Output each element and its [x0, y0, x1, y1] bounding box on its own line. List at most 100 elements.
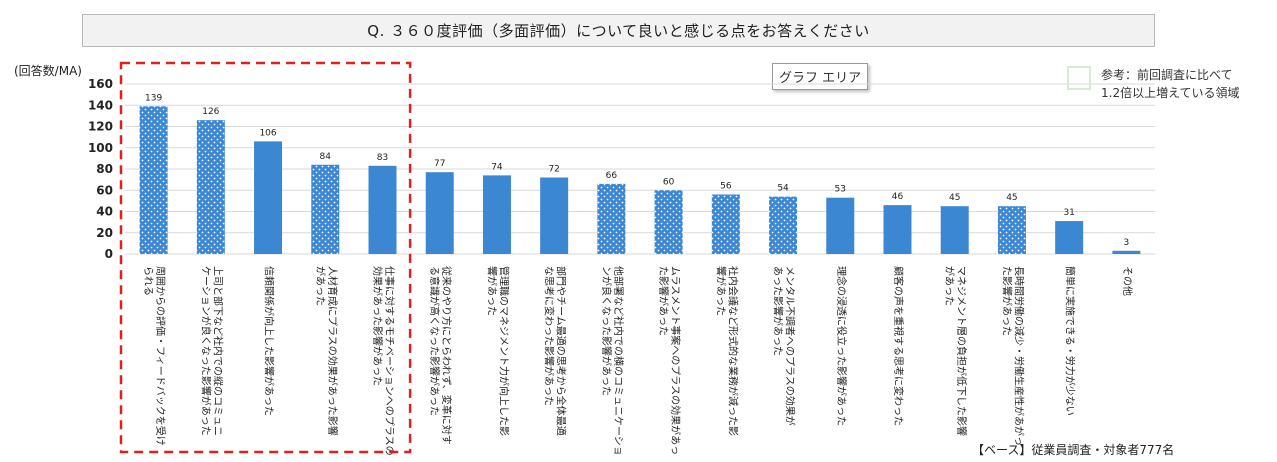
value-label-13: 53: [835, 185, 846, 195]
y-tick-label-160: 160: [88, 77, 113, 91]
legend: 参考：前回調査に比べて 1.2倍以上増えている領域: [1067, 66, 1240, 102]
bar-15: [940, 206, 969, 254]
category-label-15-line-1: マネジメント層の負担が低下した影響: [955, 266, 968, 436]
value-label-14: 46: [892, 192, 904, 202]
value-label-4: 84: [320, 152, 332, 162]
y-axis-unit-label: (回答数/MA): [14, 64, 82, 78]
bar-18: [1112, 250, 1141, 254]
category-label-2-line-1: 上司と部下など社内での縦のコミュニ: [211, 266, 224, 436]
category-label-9-line-1: 他部署など社内での横のコミュニケーショ: [612, 266, 625, 456]
category-label-14-line-1: 顧客の声を重視する思考に変わった: [892, 266, 905, 426]
category-label-1-line-1: 周囲からの評価・フィードバックを受け: [154, 266, 167, 446]
bar-17: [1055, 221, 1084, 254]
value-label-18: 3: [1124, 238, 1130, 248]
category-label-1-line-2: られる: [142, 266, 154, 296]
bar-3: [254, 141, 283, 254]
value-label-17: 31: [1063, 208, 1074, 218]
bar-7: [482, 175, 511, 254]
category-label-8-line-1: 部門やチーム最適の思考から全体最適: [555, 266, 568, 436]
value-label-3: 106: [259, 128, 276, 138]
y-tick-label-100: 100: [88, 141, 113, 155]
value-label-7: 74: [491, 162, 503, 172]
value-label-12: 54: [777, 184, 789, 194]
category-label-13-line-1: 理念の浸透に役立った影響があった: [835, 266, 848, 426]
category-label-12-line-2: あった影響があった: [772, 266, 785, 356]
graph-area-badge[interactable]: グラフ エリア: [772, 63, 869, 90]
category-label-4-line-1: 人材育成にプラスの効果があった影響: [326, 266, 339, 436]
y-tick-label-40: 40: [96, 205, 113, 219]
category-label-10-line-1: ムラスメント事案へのプラスの効果があっ: [669, 266, 682, 455]
bar-6: [425, 172, 454, 254]
category-label-5-line-1: 仕事に対するモチベーションへのプラスの: [383, 266, 396, 456]
category-label-4-line-2: があった: [314, 266, 327, 306]
value-label-1: 139: [145, 93, 162, 103]
category-label-6-line-2: る意識が高くなった影響があった: [428, 266, 441, 416]
value-label-9: 66: [606, 171, 618, 181]
value-label-6: 77: [434, 159, 445, 169]
category-label-15-line-2: があった: [943, 266, 956, 306]
category-label-3-line-1: 信頼関係が向上した影響があった: [263, 266, 276, 416]
category-label-5-line-2: 効果があった影響があった: [371, 266, 384, 386]
category-label-3: 信頼関係が向上した影響があった: [263, 266, 276, 416]
y-tick-label-0: 0: [105, 247, 113, 261]
value-label-16: 45: [1006, 193, 1017, 203]
bar-5: [368, 165, 397, 254]
legend-text-line2: 1.2倍以上増えている領域: [1101, 86, 1240, 100]
bar-13: [826, 197, 855, 254]
value-label-8: 72: [548, 165, 559, 175]
y-tick-label-80: 80: [96, 162, 113, 176]
category-label-7-line-2: 響があった: [485, 266, 498, 316]
value-label-15: 45: [949, 193, 960, 203]
value-label-5: 83: [377, 153, 388, 163]
bar-14: [883, 205, 912, 254]
bar-10: [654, 190, 683, 254]
bar-2: [196, 120, 225, 254]
category-label-11-line-2: 響があった: [714, 266, 727, 316]
category-label-17: 簡単に実施できる・労力が少ない: [1064, 266, 1077, 416]
category-label-10-line-2: た影響があった: [657, 266, 670, 336]
bar-16: [997, 206, 1026, 254]
y-tick-label-20: 20: [96, 226, 113, 240]
bar-11: [711, 194, 740, 254]
category-label-9-line-2: ンが良くなった影響があった: [600, 266, 613, 396]
category-label-12-line-1: メンタル不調者へのプラスの効果が: [784, 266, 797, 426]
legend-swatch: [1067, 66, 1091, 90]
category-label-2-line-2: ケーションが良くなった影響があった: [199, 266, 212, 436]
legend-text: 参考：前回調査に比べて 1.2倍以上増えている領域: [1101, 66, 1240, 102]
category-label-18: その他: [1121, 266, 1134, 296]
bar-12: [769, 196, 798, 254]
chart-title: Q. ３６０度評価（多面評価）について良いと感じる点をお答えください: [82, 14, 1155, 47]
category-label-11-line-1: 社内会議など形式的な業務が減った影: [726, 266, 739, 436]
source-note: 【ベース】従業員調査・対象者777名: [972, 443, 1175, 457]
bar-8: [540, 177, 569, 254]
bar-4: [311, 164, 340, 254]
category-label-18-line-1: その他: [1121, 266, 1134, 296]
y-tick-label-140: 140: [88, 98, 113, 112]
value-label-10: 60: [663, 177, 675, 187]
bar-1: [139, 106, 168, 254]
category-label-14: 顧客の声を重視する思考に変わった: [892, 266, 905, 426]
category-label-16-line-1: 長時間労働の減少・労働生産性があがっ: [1012, 266, 1025, 446]
value-label-2: 126: [202, 107, 219, 117]
category-label-7-line-1: 管理職のマネジメント力が向上した影: [497, 266, 510, 436]
category-label-17-line-1: 簡単に実施できる・労力が少ない: [1064, 266, 1077, 416]
bar-9: [597, 183, 626, 254]
value-label-11: 56: [720, 182, 732, 192]
highlight-box: [119, 61, 412, 454]
y-tick-label-60: 60: [96, 183, 113, 197]
category-label-6-line-1: 従来のやり方にとらわれず、変革に対す: [440, 266, 453, 445]
